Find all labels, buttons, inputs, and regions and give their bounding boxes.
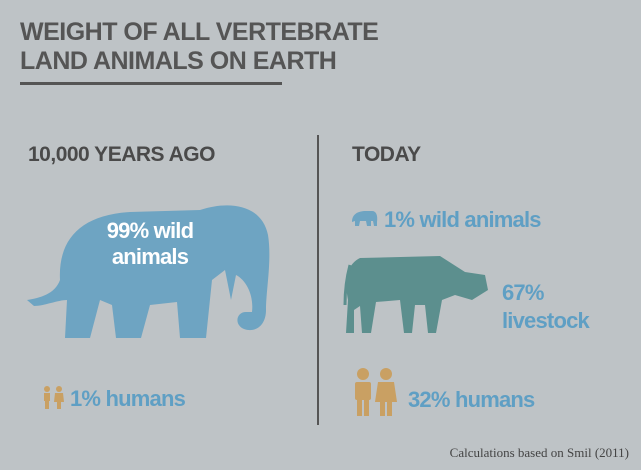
humans-small [44,386,64,409]
cow-tail [343,264,352,306]
today-livestock-label: 67% livestock [502,280,590,333]
title: WEIGHT OF ALL VERTEBRATE LAND ANIMALS ON… [20,18,379,76]
past-wild-label: 99% wild animals [106,218,194,269]
past-heading: 10,000 YEARS AGO [28,143,215,166]
source-note: Calculations based on Smil (2011) [449,445,629,460]
divider [317,135,319,425]
today-heading: TODAY [352,143,421,166]
title-underline [20,82,282,85]
humans-large [355,368,397,416]
elephant-icon [352,211,378,226]
today-humans-label: 32% humans [408,387,535,412]
past-humans-label: 1% humans [70,386,186,411]
elephant [27,205,270,338]
title-line: LAND ANIMALS ON EARTH [20,47,337,75]
today-wild-label: 1% wild animals [384,207,542,232]
cow [346,256,488,333]
title-line: WEIGHT OF ALL VERTEBRATE [20,18,379,46]
